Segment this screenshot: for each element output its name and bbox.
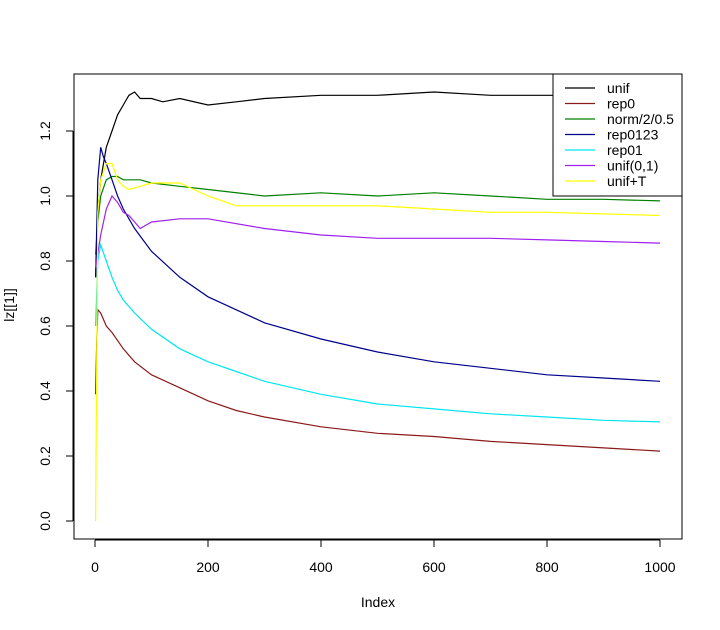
x-tick-label: 800 <box>535 559 559 575</box>
y-tick-label: 0.2 <box>37 446 53 466</box>
axis-layer: 0 200 400 600 800 1000 0.0 0.2 0.4 0.6 0.8 1.0 1.2 <box>37 121 676 575</box>
y-tick-label: 1.0 <box>37 186 53 206</box>
x-tick-label: 400 <box>309 559 333 575</box>
plot-frame <box>73 73 683 540</box>
series-line-2 <box>95 175 661 255</box>
y-tick-label: 0.6 <box>37 316 53 336</box>
x-tick-label: 1000 <box>644 559 675 575</box>
x-tick-label: 600 <box>422 559 446 575</box>
series-line-4 <box>95 242 661 423</box>
series-line-6 <box>95 162 661 522</box>
x-tick-label: 200 <box>196 559 220 575</box>
series-line-1 <box>95 308 661 452</box>
series-layer <box>95 91 661 522</box>
legend-label-4: rep01 <box>607 142 643 158</box>
x-axis-label: Index <box>361 594 395 610</box>
y-tick-label: 0.0 <box>37 511 53 531</box>
y-tick-label: 0.8 <box>37 251 53 271</box>
legend-label-3: rep0123 <box>607 127 659 143</box>
legend-label-1: rep0 <box>607 96 635 112</box>
y-axis-label: lz[[1]] <box>1 288 17 321</box>
legend-label-6: unif+T <box>607 173 647 189</box>
legend-label-2: norm/2/0.5 <box>607 111 674 127</box>
legend-label-0: unif <box>607 80 630 96</box>
series-line-5 <box>95 194 661 268</box>
y-tick-label: 0.4 <box>37 381 53 401</box>
series-line-0 <box>95 91 660 278</box>
series-line-3 <box>95 147 661 382</box>
legend-box <box>552 73 683 197</box>
legend: unifrep0norm/2/0.5rep0123rep01unif(0,1)u… <box>552 73 683 197</box>
x-tick-label: 0 <box>91 559 99 575</box>
y-tick-label: 1.2 <box>37 121 53 141</box>
legend-label-5: unif(0,1) <box>607 158 658 174</box>
